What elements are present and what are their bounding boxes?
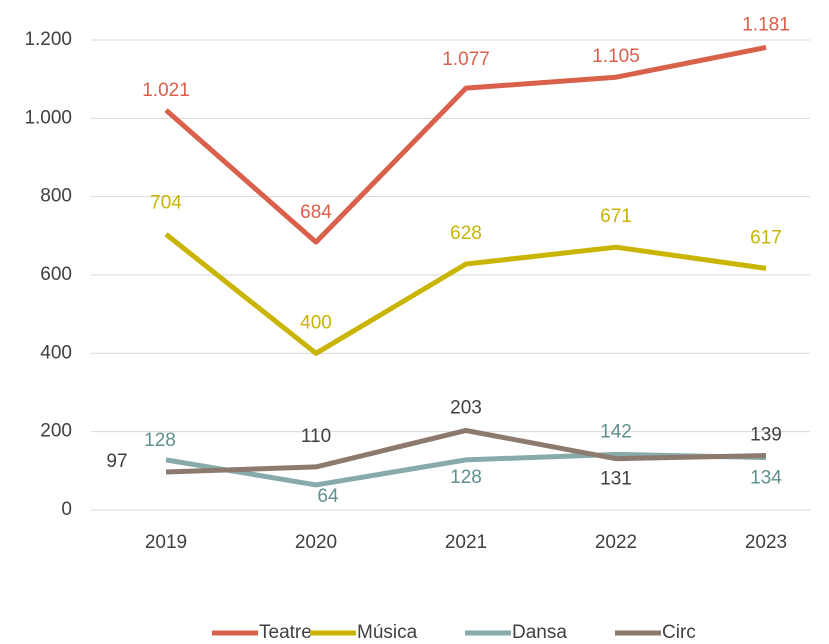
data-label: 704 [150, 192, 182, 213]
data-label: 1.021 [142, 80, 190, 101]
series-line [164, 44, 767, 245]
data-label: 110 [301, 426, 331, 447]
data-label: 617 [750, 227, 782, 248]
y-tick-label: 200 [40, 421, 72, 442]
y-tick-label: 1.200 [24, 29, 72, 50]
legend-label: Circ [662, 622, 696, 643]
y-tick-label: 1.000 [24, 107, 72, 128]
legend-label: Teatre [259, 622, 312, 643]
x-tick-label: 2022 [595, 532, 637, 553]
y-tick-label: 400 [40, 342, 72, 363]
legend-label: Música [357, 622, 418, 643]
data-label: 203 [450, 398, 482, 419]
data-label: 1.105 [592, 46, 640, 67]
data-label: 128 [450, 467, 482, 488]
data-label: 671 [600, 206, 632, 227]
series-line [165, 427, 767, 475]
y-tick-label: 600 [40, 264, 72, 285]
x-tick-label: 2021 [445, 532, 487, 553]
data-label: 131 [600, 469, 632, 490]
legend-label: Dansa [512, 622, 567, 643]
data-label: 64 [317, 486, 339, 507]
y-tick-label: 0 [61, 499, 72, 520]
data-label: 1.077 [442, 49, 490, 70]
data-label: 128 [144, 430, 176, 451]
data-label: 134 [750, 468, 782, 489]
data-label: 1.181 [742, 14, 790, 35]
x-tick-label: 2023 [745, 532, 787, 553]
data-label: 139 [750, 425, 782, 446]
data-label: 400 [300, 312, 332, 333]
x-tick-label: 2019 [145, 532, 187, 553]
y-tick-label: 800 [40, 186, 72, 207]
data-label: 684 [300, 202, 332, 223]
data-label: 628 [450, 223, 482, 244]
data-label: 142 [600, 421, 632, 442]
data-label: 97 [106, 451, 127, 472]
x-tick-label: 2020 [295, 532, 337, 553]
series-line [164, 232, 767, 356]
